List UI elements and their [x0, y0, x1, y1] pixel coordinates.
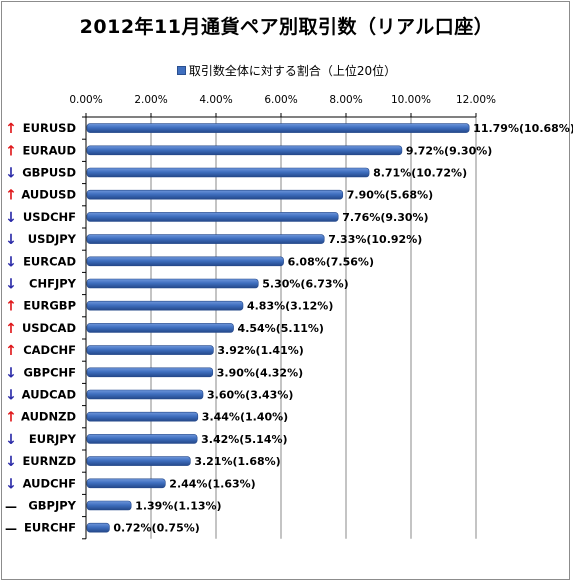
trend-down-icon: ↓	[5, 210, 17, 226]
data-label: 2.44%(1.63%)	[169, 477, 255, 490]
x-tick-label: 0.00%	[69, 94, 102, 106]
category-label: USDJPY	[28, 232, 77, 246]
chart-title: 2012年11月通貨ペア別取引数（リアル口座）	[79, 16, 494, 38]
bar	[86, 145, 403, 156]
category-label: EURUSD	[23, 121, 76, 135]
x-tick-label: 12.00%	[456, 94, 496, 106]
category-label: GBPUSD	[22, 166, 76, 180]
category-label: EURCHF	[24, 521, 76, 535]
legend: 取引数全体に対する割合（上位20位）	[0, 62, 573, 79]
bar	[86, 345, 214, 355]
x-tick-label: 10.00%	[391, 94, 431, 106]
data-label: 4.83%(3.12%)	[247, 300, 333, 313]
bar	[86, 234, 325, 244]
trend-flat-icon: —	[5, 522, 17, 536]
category-label: CADCHF	[23, 343, 76, 357]
bar	[86, 500, 132, 511]
bar	[86, 389, 204, 400]
bar	[86, 256, 284, 267]
bar	[86, 323, 234, 333]
category-label: AUDNZD	[21, 410, 76, 424]
category-label: AUDCHF	[23, 476, 76, 490]
x-tick-label: 8.00%	[329, 94, 362, 106]
trend-down-icon: ↓	[5, 388, 17, 404]
trend-down-icon: ↓	[5, 432, 17, 448]
category-label: EURAUD	[23, 143, 76, 157]
trend-down-icon: ↓	[5, 254, 17, 270]
data-label: 3.42%(5.14%)	[201, 433, 287, 446]
bar	[86, 411, 199, 422]
trend-down-icon: ↓	[5, 277, 17, 293]
bar	[86, 300, 244, 311]
data-label: 7.76%(9.30%)	[342, 211, 428, 224]
category-label: CHFJPY	[29, 277, 77, 291]
bar	[86, 456, 191, 466]
data-label: 7.33%(10.92%)	[328, 233, 422, 246]
category-label: USDCHF	[23, 210, 76, 224]
trend-flat-icon: —	[5, 500, 17, 514]
data-label: 6.08%(7.56%)	[288, 255, 374, 268]
data-label: 4.54%(5.11%)	[238, 322, 324, 335]
x-tick-label: 4.00%	[199, 94, 232, 106]
bar	[86, 123, 470, 133]
category-label: AUDCAD	[22, 388, 76, 402]
bar	[86, 522, 110, 533]
data-label: 3.92%(1.41%)	[217, 344, 303, 357]
trend-up-icon: ↑	[5, 121, 17, 137]
bar	[86, 367, 214, 378]
data-label: 3.44%(1.40%)	[202, 411, 288, 424]
x-tick-label: 6.00%	[264, 94, 297, 106]
category-label: EURGBP	[23, 299, 76, 313]
legend-label: 取引数全体に対する割合（上位20位）	[188, 64, 397, 78]
trend-up-icon: ↑	[5, 321, 17, 337]
trend-down-icon: ↓	[5, 454, 17, 470]
data-label: 11.79%(10.68%)	[473, 122, 573, 135]
data-label: 0.72%(0.75%)	[113, 522, 199, 535]
data-label: 7.90%(5.68%)	[347, 189, 433, 202]
bar	[86, 434, 198, 444]
trend-down-icon: ↓	[5, 365, 17, 381]
category-label: AUDUSD	[21, 188, 76, 202]
bar	[86, 189, 344, 200]
category-label: EURCAD	[23, 254, 76, 268]
bar	[86, 212, 339, 222]
trend-up-icon: ↑	[5, 143, 17, 159]
data-label: 9.72%(9.30%)	[406, 144, 492, 157]
trend-up-icon: ↑	[5, 299, 17, 315]
trend-down-icon: ↓	[5, 476, 17, 492]
category-label: USDCAD	[22, 321, 76, 335]
x-tick-label: 2.00%	[134, 94, 167, 106]
category-label: EURNZD	[22, 454, 76, 468]
bar	[86, 278, 259, 289]
data-label: 3.90%(4.32%)	[217, 366, 303, 379]
bar	[86, 167, 370, 178]
legend-swatch	[176, 66, 186, 75]
data-label: 5.30%(6.73%)	[262, 278, 348, 291]
trend-up-icon: ↑	[5, 343, 17, 359]
data-label: 1.39%(1.13%)	[135, 500, 221, 513]
trend-down-icon: ↓	[5, 166, 17, 182]
trend-up-icon: ↑	[5, 410, 17, 426]
category-label: GBPCHF	[23, 365, 76, 379]
category-label: EURJPY	[29, 432, 77, 446]
data-label: 3.21%(1.68%)	[194, 455, 280, 468]
trend-up-icon: ↑	[5, 188, 17, 204]
data-label: 8.71%(10.72%)	[373, 167, 467, 180]
data-label: 3.60%(3.43%)	[207, 389, 293, 402]
trend-down-icon: ↓	[5, 232, 17, 248]
category-label: GBPJPY	[28, 499, 76, 513]
bar	[86, 478, 166, 489]
